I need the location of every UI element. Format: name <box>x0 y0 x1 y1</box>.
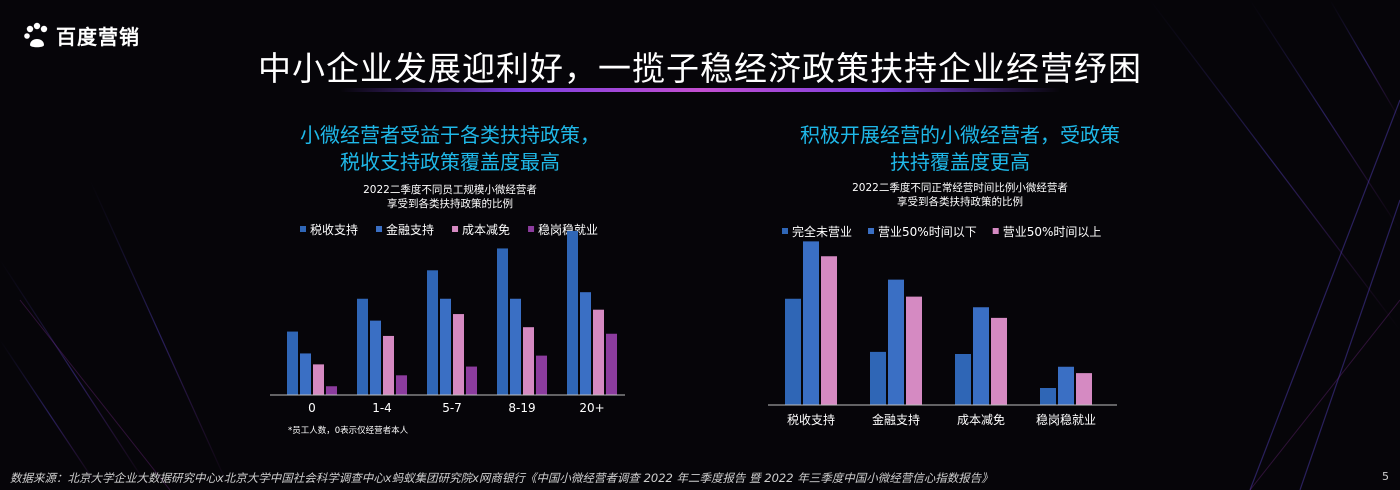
legend-label: 营业50%时间以上 <box>1003 225 1102 239</box>
bar <box>453 314 464 395</box>
bar <box>785 298 801 405</box>
left-heading: 小微经营者受益于各类扶持政策， 税收支持政策覆盖度最高 <box>260 122 640 176</box>
bar <box>300 353 311 395</box>
right-chart-subtitle: 2022二季度不同正常经营时间比例小微经营者 享受到各类扶持政策的比例 <box>800 181 1120 209</box>
bar <box>888 279 904 405</box>
bar <box>357 298 368 395</box>
legend-label: 稳岗稳就业 <box>538 222 598 237</box>
bar <box>870 351 886 405</box>
page-title: 中小企业发展迎利好，一揽子稳经济政策扶持企业经营纾困 <box>258 49 1142 88</box>
bar <box>536 355 547 395</box>
bar <box>567 230 578 395</box>
legend-swatch <box>868 228 875 234</box>
bar <box>497 248 508 395</box>
x-tick-label: 0 <box>308 401 316 415</box>
legend-swatch <box>528 226 535 232</box>
legend-label: 营业50%时间以下 <box>878 225 977 239</box>
x-tick-label: 稳岗稳就业 <box>1036 412 1096 427</box>
legend-swatch <box>992 228 999 234</box>
legend-label: 税收支持 <box>310 222 358 237</box>
left-chart-note: *员工人数，0表示仅经营者本人 <box>288 426 409 436</box>
x-tick-label: 1-4 <box>372 401 392 415</box>
bar <box>326 386 337 395</box>
bar <box>593 309 604 395</box>
data-source-footer: 数据来源：北京大学企业大数据研究中心x北京大学中国社会科学调查中心x蚂蚁集团研究… <box>10 471 993 485</box>
bar <box>383 335 394 395</box>
legend-swatch <box>376 226 383 232</box>
bar <box>1040 388 1056 405</box>
right-heading-line1: 积极开展经营的小微经营者，受政策 <box>800 123 1120 147</box>
left-chart-subtitle-line2: 享受到各类扶持政策的比例 <box>387 198 513 210</box>
bar <box>906 296 922 405</box>
legend-label: 金融支持 <box>386 222 434 237</box>
bar <box>821 256 837 405</box>
bar <box>606 333 617 395</box>
left-chart-subtitle-line1: 2022二季度不同员工规模小微经营者 <box>363 184 537 196</box>
x-tick-label: 成本减免 <box>957 412 1005 427</box>
legend-swatch <box>300 226 306 232</box>
legend-label: 完全未营业 <box>792 224 852 239</box>
left-heading-line2: 税收支持政策覆盖度最高 <box>340 150 560 174</box>
bar <box>287 331 298 395</box>
bar <box>991 317 1007 405</box>
legend-label: 成本减免 <box>462 222 510 237</box>
bar <box>803 241 819 405</box>
bar <box>580 292 591 395</box>
bar <box>440 298 451 395</box>
bar <box>427 270 438 395</box>
bar <box>510 298 521 395</box>
title-underline <box>340 88 1060 92</box>
bar <box>1076 373 1092 405</box>
left-bar-chart: 税收支持 金融支持 成本减免 稳岗稳就业 0 1-4 5-7 8-19 20+ <box>270 222 625 415</box>
brand-logo: 百度营销 <box>22 20 140 50</box>
left-chart-subtitle: 2022二季度不同员工规模小微经营者 享受到各类扶持政策的比例 <box>300 183 600 211</box>
right-heading-line2: 扶持覆盖度更高 <box>890 150 1030 174</box>
paw-icon <box>24 22 48 48</box>
right-chart-subtitle-line2: 享受到各类扶持政策的比例 <box>897 196 1023 208</box>
legend-swatch <box>782 228 788 234</box>
bar <box>973 307 989 405</box>
bar <box>396 375 407 395</box>
page-number: 5 <box>1382 470 1389 483</box>
bar <box>1058 366 1074 405</box>
legend-swatch <box>452 226 459 232</box>
bar <box>955 354 971 405</box>
x-tick-label: 金融支持 <box>872 412 920 427</box>
x-tick-label: 20+ <box>579 401 604 415</box>
bar <box>313 364 324 395</box>
left-heading-line1: 小微经营者受益于各类扶持政策， <box>300 123 600 147</box>
x-tick-label: 8-19 <box>508 401 535 415</box>
x-tick-label: 税收支持 <box>787 412 835 427</box>
bar <box>466 366 477 395</box>
bar <box>370 320 381 395</box>
x-tick-label: 5-7 <box>442 401 462 415</box>
brand-name: 百度营销 <box>56 24 140 49</box>
right-chart-subtitle-line1: 2022二季度不同正常经营时间比例小微经营者 <box>852 182 1068 194</box>
right-heading: 积极开展经营的小微经营者，受政策 扶持覆盖度更高 <box>760 122 1160 176</box>
bar <box>523 327 534 395</box>
